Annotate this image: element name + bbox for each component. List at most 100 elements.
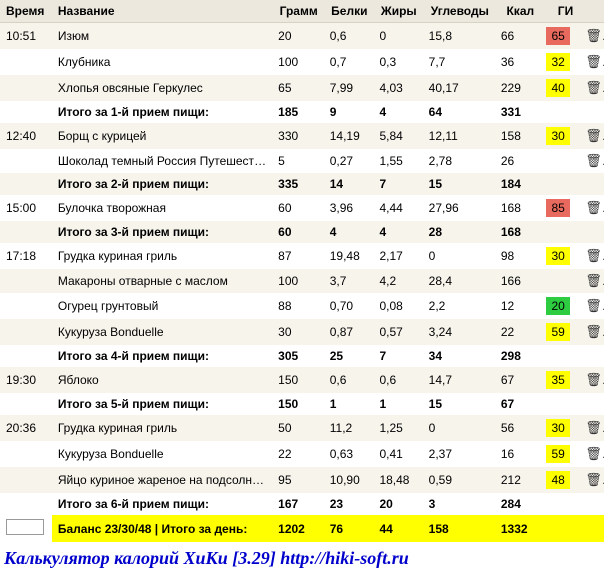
cell-delete: 🗑 [579,49,604,75]
subtotal-c: 15 [423,173,495,195]
trash-icon[interactable]: 🗑 [585,248,604,263]
cell-gi: 35 [540,367,579,393]
trash-icon[interactable]: 🗑 [585,200,604,215]
cell-delete: 🗑 [579,319,604,345]
cell-gi [540,269,579,293]
col-fat[interactable]: Жиры [373,0,422,23]
subtotal-p: 4 [324,221,374,243]
trash-icon[interactable]: 🗑 [585,273,604,288]
subtotal-f: 4 [373,221,422,243]
trash-icon[interactable]: 🗑 [585,80,604,95]
col-gi[interactable]: ГИ [540,0,579,23]
subtotal-g: 305 [272,345,324,367]
cell-f: 5,84 [373,123,422,149]
subtotal-row: Итого за 4-й прием пищи:30525734298 [0,345,604,367]
food-row[interactable]: Огурец грунтовый880,700,082,21220🗑 [0,293,604,319]
cell-c: 15,8 [423,23,495,50]
food-row[interactable]: Яйцо куриное жареное на подсолнечном ма9… [0,467,604,493]
cell-g: 65 [272,75,324,101]
food-row[interactable]: Макароны отварные с маслом1003,74,228,41… [0,269,604,293]
col-name[interactable]: Название [52,0,272,23]
subtotal-row: Итого за 2-й прием пищи:33514715184 [0,173,604,195]
subtotal-row: Итого за 1-й прием пищи:1859464331 [0,101,604,123]
cell-c: 12,11 [423,123,495,149]
subtotal-p: 1 [324,393,374,415]
food-row[interactable]: Кукуруза Bonduelle220,630,412,371659🗑 [0,441,604,467]
food-row[interactable]: 20:36Грудка куриная гриль5011,21,2505630… [0,415,604,441]
subtotal-label: Итого за 6-й прием пищи: [52,493,272,515]
subtotal-g: 335 [272,173,324,195]
trash-icon[interactable]: 🗑 [585,54,604,69]
subtotal-f: 7 [373,345,422,367]
cell-gi: 20 [540,293,579,319]
trash-icon[interactable]: 🗑 [585,472,604,487]
cell-gi: 30 [540,123,579,149]
cell-time: 15:00 [0,195,52,221]
trash-icon[interactable]: 🗑 [585,128,604,143]
gi-badge: 59 [546,445,570,463]
col-grams[interactable]: Грамм [272,0,324,23]
subtotal-p: 23 [324,493,374,515]
trash-icon[interactable]: 🗑 [585,298,604,313]
cell-p: 0,7 [324,49,374,75]
subtotal-k: 168 [495,221,540,243]
cell-k: 22 [495,319,540,345]
subtotal-f: 7 [373,173,422,195]
cell-gi: 30 [540,415,579,441]
food-row[interactable]: Хлопья овсяные Геркулес657,994,0340,1722… [0,75,604,101]
food-row[interactable]: Шоколад темный Россия Путешествие50,271,… [0,149,604,173]
food-row[interactable]: 17:18Грудка куриная гриль8719,482,170983… [0,243,604,269]
subtotal-k: 298 [495,345,540,367]
cell-gi: 59 [540,319,579,345]
cell-delete: 🗑 [579,195,604,221]
food-row[interactable]: 19:30Яблоко1500,60,614,76735🗑 [0,367,604,393]
col-time[interactable]: Время [0,0,52,23]
cell-gi: 32 [540,49,579,75]
cell-gi: 30 [540,243,579,269]
trash-icon[interactable]: 🗑 [585,153,604,168]
subtotal-c: 28 [423,221,495,243]
cell-g: 330 [272,123,324,149]
cell-k: 12 [495,293,540,319]
subtotal-f: 4 [373,101,422,123]
cell-c: 3,24 [423,319,495,345]
food-row[interactable]: 10:51Изюм200,6015,86665🗑 [0,23,604,50]
cell-time: 17:18 [0,243,52,269]
cell-f: 4,44 [373,195,422,221]
col-carbs[interactable]: Углеводы [423,0,495,23]
trash-icon[interactable]: 🗑 [585,324,604,339]
food-row[interactable]: 12:40Борщ с курицей33014,195,8412,111583… [0,123,604,149]
trash-icon[interactable]: 🗑 [585,420,604,435]
food-row[interactable]: 15:00Булочка творожная603,964,4427,96168… [0,195,604,221]
trash-icon[interactable]: 🗑 [585,28,604,43]
cell-g: 87 [272,243,324,269]
subtotal-k: 331 [495,101,540,123]
food-row[interactable]: Клубника1000,70,37,73632🗑 [0,49,604,75]
cell-p: 3,96 [324,195,374,221]
cell-time: 19:30 [0,367,52,393]
cell-k: 16 [495,441,540,467]
subtotal-k: 184 [495,173,540,195]
subtotal-g: 185 [272,101,324,123]
subtotal-g: 167 [272,493,324,515]
cell-f: 18,48 [373,467,422,493]
cell-p: 0,87 [324,319,374,345]
cell-name: Огурец грунтовый [52,293,272,319]
trash-icon[interactable]: 🗑 [585,446,604,461]
col-kcal[interactable]: Ккал [495,0,540,23]
cell-time [0,393,52,415]
subtotal-c: 64 [423,101,495,123]
cell-time [0,293,52,319]
gi-badge: 48 [546,471,570,489]
trash-icon[interactable]: 🗑 [585,372,604,387]
cell-name: Шоколад темный Россия Путешествие [52,149,272,173]
cell-g: 30 [272,319,324,345]
subtotal-row: Итого за 6-й прием пищи:16723203284 [0,493,604,515]
cell-time [0,269,52,293]
gi-badge: 20 [546,297,570,315]
cell-f: 1,25 [373,415,422,441]
food-row[interactable]: Кукуруза Bonduelle300,870,573,242259🗑 [0,319,604,345]
time-input[interactable] [6,519,44,535]
col-protein[interactable]: Белки [324,0,374,23]
subtotal-label: Итого за 4-й прием пищи: [52,345,272,367]
